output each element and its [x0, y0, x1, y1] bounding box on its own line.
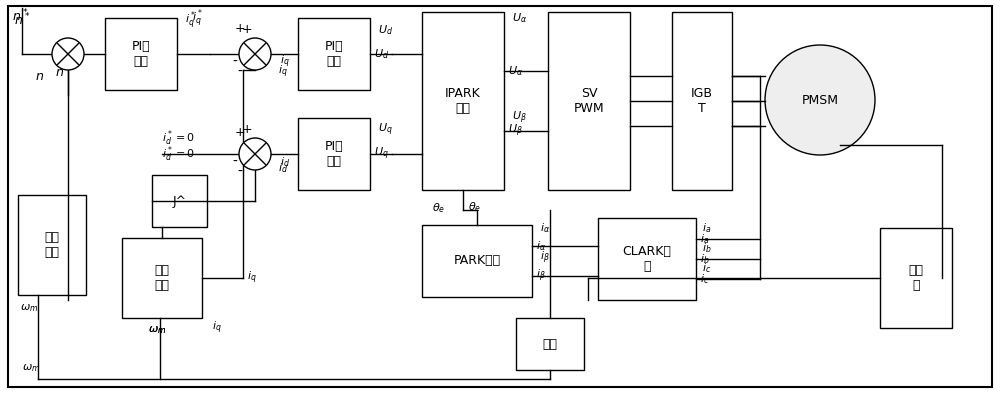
Bar	[105, 18, 177, 90]
Text: $n$: $n$	[35, 70, 44, 83]
Circle shape	[239, 38, 271, 70]
Text: 编码
器: 编码 器	[908, 264, 924, 292]
Bar	[152, 175, 207, 227]
Text: +: +	[235, 125, 245, 138]
Text: $i_a$: $i_a$	[702, 221, 711, 235]
Text: $i_d^*=0$: $i_d^*=0$	[162, 144, 195, 164]
Bar	[122, 238, 202, 318]
Text: $i_q^*$: $i_q^*$	[185, 10, 196, 32]
Text: $i_c$: $i_c$	[700, 272, 709, 286]
Bar	[18, 195, 86, 295]
Text: $i_b$: $i_b$	[700, 252, 710, 266]
Text: $i_\beta$: $i_\beta$	[540, 250, 550, 266]
Text: SV
PWM: SV PWM	[574, 87, 604, 115]
Text: -: -	[238, 165, 242, 179]
Circle shape	[765, 45, 875, 155]
Text: 惯量
辨识: 惯量 辨识	[154, 264, 170, 292]
Text: $U_d$: $U_d$	[374, 47, 389, 61]
Text: $i_d^*=0$: $i_d^*=0$	[162, 128, 195, 148]
Circle shape	[239, 138, 271, 170]
Text: $U_\alpha$: $U_\alpha$	[512, 11, 527, 25]
Text: $U_\beta$: $U_\beta$	[508, 123, 523, 139]
Text: $\omega_m$: $\omega_m$	[148, 324, 166, 336]
Text: +: +	[242, 23, 252, 36]
Text: $\theta_e$: $\theta_e$	[468, 200, 481, 214]
Text: IPARK
变换: IPARK 变换	[445, 87, 481, 115]
Text: PI控
制器: PI控 制器	[325, 140, 343, 168]
Text: $i_q$: $i_q$	[278, 64, 288, 80]
Text: +: +	[242, 123, 252, 136]
Text: $n^*$: $n^*$	[14, 12, 30, 29]
Text: $U_\alpha$: $U_\alpha$	[508, 64, 523, 78]
Text: PARK变换: PARK变换	[453, 255, 501, 268]
Text: $i_q$: $i_q$	[280, 54, 290, 70]
Bar	[298, 118, 370, 190]
Bar	[298, 18, 370, 90]
Bar	[422, 12, 504, 190]
Text: PI控
制器: PI控 制器	[325, 40, 343, 68]
Bar	[422, 225, 532, 297]
Text: J^: J^	[172, 195, 187, 208]
Circle shape	[52, 38, 84, 70]
Text: $\omega_m$: $\omega_m$	[148, 324, 166, 336]
Text: $i_q$: $i_q$	[212, 320, 222, 336]
Text: PMSM: PMSM	[802, 94, 838, 107]
Text: $i_c$: $i_c$	[702, 261, 711, 275]
Text: $i_\alpha$: $i_\alpha$	[536, 239, 546, 253]
Text: $i_q^*$: $i_q^*$	[192, 8, 203, 30]
Text: $i_d$: $i_d$	[280, 155, 290, 169]
Text: $U_q$: $U_q$	[374, 146, 389, 162]
Text: $U_\beta$: $U_\beta$	[512, 110, 527, 126]
Bar	[598, 218, 696, 300]
Text: $i_\alpha$: $i_\alpha$	[540, 221, 550, 235]
Text: 积分: 积分	[542, 338, 558, 351]
Text: -: -	[232, 155, 237, 169]
Text: $i_\beta$: $i_\beta$	[536, 268, 546, 284]
Text: $n$: $n$	[55, 66, 64, 79]
Text: 速度
换算: 速度 换算	[44, 231, 60, 259]
Text: $i_b$: $i_b$	[702, 241, 712, 255]
Text: -: -	[238, 65, 242, 79]
Text: $\omega_m$: $\omega_m$	[20, 302, 38, 314]
Text: $U_d$: $U_d$	[378, 23, 393, 37]
Text: $i_q$: $i_q$	[247, 270, 257, 286]
Text: $\omega_m$: $\omega_m$	[22, 362, 40, 374]
Text: IGB
T: IGB T	[691, 87, 713, 115]
Text: +: +	[235, 22, 245, 35]
Bar	[548, 12, 630, 190]
Text: $U_q$: $U_q$	[378, 122, 393, 138]
Text: PI控
制器: PI控 制器	[132, 40, 150, 68]
Text: $\theta_e$: $\theta_e$	[432, 201, 445, 215]
Text: CLARK变
换: CLARK变 换	[623, 245, 671, 273]
Text: -: -	[232, 55, 237, 69]
Text: $i_a$: $i_a$	[700, 232, 709, 246]
Text: $i_d$: $i_d$	[278, 161, 288, 175]
Bar	[880, 228, 952, 328]
Bar	[672, 12, 732, 190]
Bar	[516, 318, 584, 370]
Text: $n^*$: $n^*$	[12, 8, 28, 25]
